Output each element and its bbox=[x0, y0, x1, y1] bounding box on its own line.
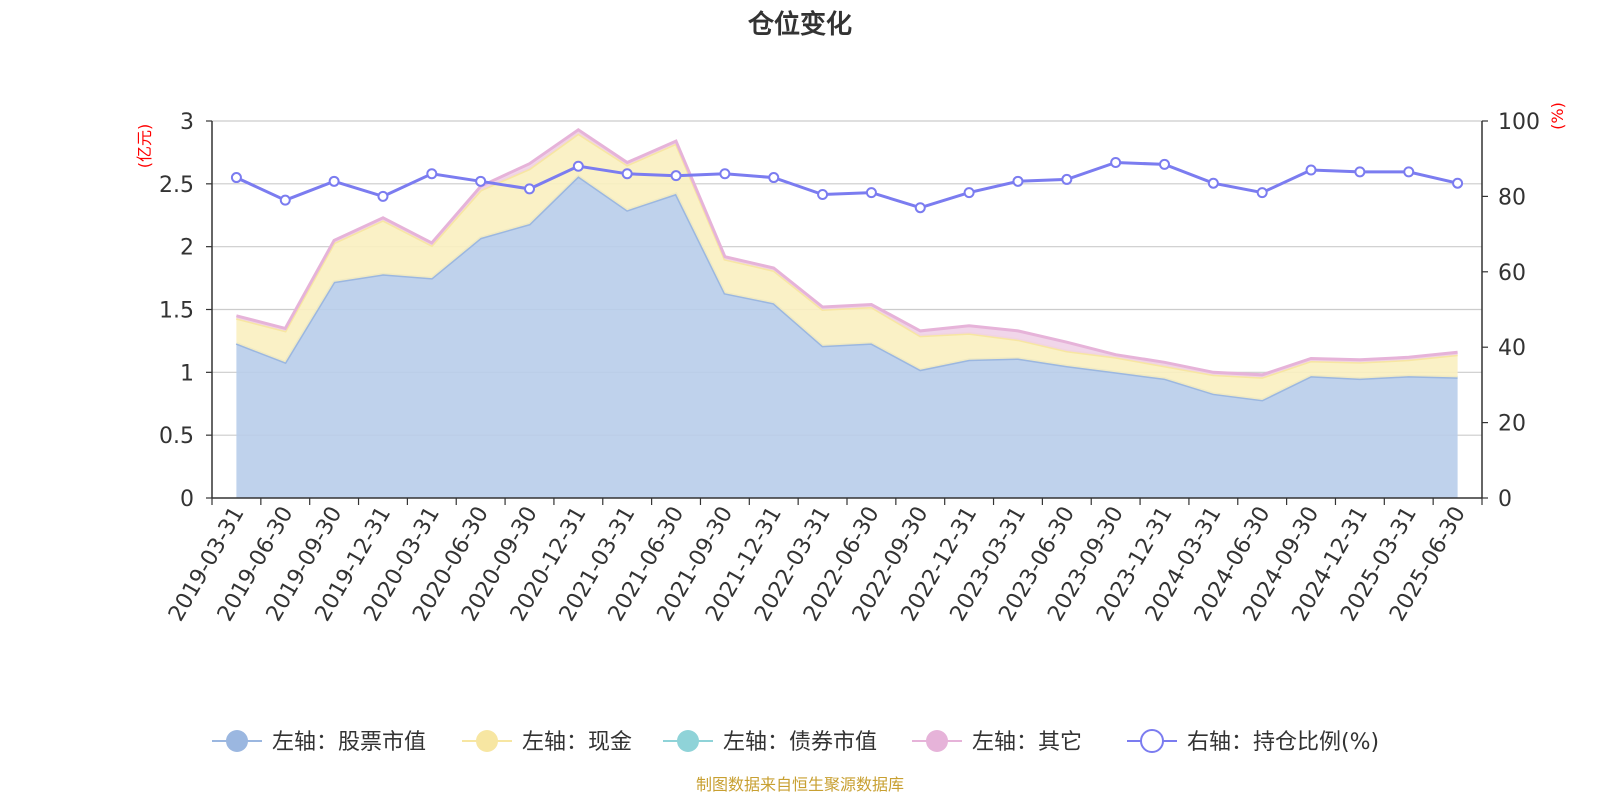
left-axis-tick-label: 0 bbox=[180, 487, 194, 512]
chart-title: 仓位变化 bbox=[747, 9, 852, 40]
ratio-point bbox=[1061, 173, 1073, 185]
left-axis-unit: (亿元) bbox=[135, 124, 154, 169]
ratio-point bbox=[1012, 175, 1024, 187]
left-axis-tick-label: 2.5 bbox=[159, 173, 194, 198]
ratio-point bbox=[865, 187, 877, 199]
ratio-point bbox=[328, 175, 340, 187]
left-axis-tick-label: 2 bbox=[180, 236, 194, 261]
ratio-point bbox=[1452, 177, 1464, 189]
area-layer bbox=[235, 127, 1458, 499]
other-area-line bbox=[236, 127, 1458, 377]
right-axis-tick-label: 100 bbox=[1498, 110, 1540, 135]
legend-marker bbox=[1140, 729, 1164, 753]
legend-label: 左轴：债券市值 bbox=[723, 730, 877, 755]
data-source-footer: 制图数据来自恒生聚源数据库 bbox=[696, 775, 904, 794]
left-axis-tick-label: 1.5 bbox=[159, 299, 194, 324]
legend: 左轴：股票市值 左轴：现金 左轴：债券市值 左轴：其它 右轴：持仓比例(%) bbox=[212, 729, 1379, 755]
ratio-point bbox=[475, 175, 487, 187]
right-axis-tick-label: 80 bbox=[1498, 185, 1526, 210]
legend-marker bbox=[476, 730, 498, 752]
left-axis-tick-label: 3 bbox=[180, 110, 194, 135]
cash-area bbox=[236, 133, 1458, 400]
ratio-point bbox=[1354, 166, 1366, 178]
right-axis-tick-label: 20 bbox=[1498, 412, 1526, 437]
legend-label: 左轴：股票市值 bbox=[272, 730, 426, 755]
ratio-point bbox=[1305, 164, 1317, 176]
ratio-point bbox=[524, 183, 535, 195]
ratio-point bbox=[230, 172, 242, 184]
right-axis-tick-label: 60 bbox=[1498, 261, 1526, 286]
ratio-point bbox=[426, 168, 438, 180]
ratio-point bbox=[1256, 187, 1268, 199]
ratio-point bbox=[1159, 158, 1170, 170]
stock-area bbox=[236, 176, 1458, 499]
ratio-point bbox=[768, 172, 780, 184]
legend-label: 右轴：持仓比例(%) bbox=[1187, 730, 1379, 755]
ratio-point bbox=[1110, 156, 1122, 168]
ratio-line-layer bbox=[230, 156, 1464, 214]
legend-marker bbox=[226, 730, 248, 752]
right-axis-tick-label: 0 bbox=[1498, 487, 1512, 512]
ratio-point bbox=[572, 160, 584, 172]
ratio-point bbox=[621, 168, 633, 180]
ratio-point bbox=[719, 168, 731, 180]
ratio-point bbox=[914, 202, 926, 214]
legend-marker bbox=[926, 730, 948, 752]
legend-label: 左轴：现金 bbox=[522, 730, 632, 755]
ratio-line bbox=[235, 160, 1458, 210]
ratio-point bbox=[1403, 166, 1415, 178]
left-axis-tick-label: 0.5 bbox=[159, 424, 194, 449]
ratio-point bbox=[670, 170, 682, 182]
ratio-point bbox=[817, 189, 829, 201]
ratio-point bbox=[1207, 177, 1219, 189]
left-axis-tick-label: 1 bbox=[180, 361, 194, 386]
ratio-point bbox=[377, 190, 389, 202]
legend-marker bbox=[677, 730, 699, 752]
ratio-point bbox=[279, 194, 291, 206]
legend-label: 左轴：其它 bbox=[972, 730, 1082, 755]
right-axis-unit: (%) bbox=[1548, 102, 1567, 130]
right-axis-tick-label: 40 bbox=[1498, 336, 1526, 361]
ratio-point bbox=[963, 187, 975, 199]
